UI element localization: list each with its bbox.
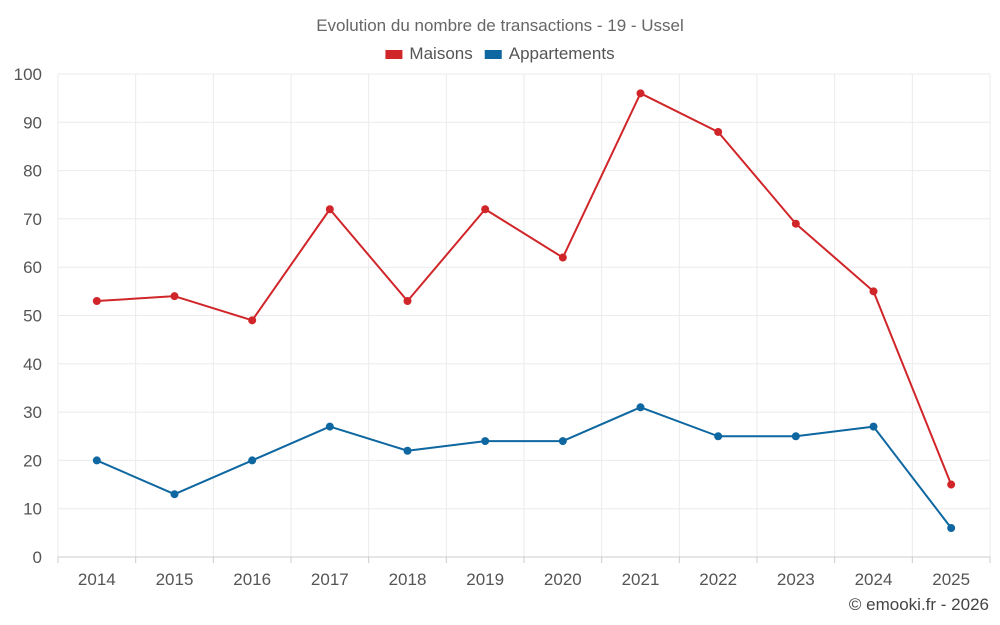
legend-label: Appartements [509, 44, 615, 63]
x-tick-label: 2018 [389, 570, 427, 589]
data-point-maisons-2016 [248, 316, 257, 325]
y-tick-label: 100 [14, 65, 42, 84]
x-tick-label: 2014 [78, 570, 116, 589]
x-tick-label: 2025 [932, 570, 970, 589]
y-tick-label: 30 [23, 403, 42, 422]
x-tick-label: 2016 [233, 570, 271, 589]
data-point-appartements-2025 [947, 524, 956, 533]
data-point-maisons-2018 [403, 297, 412, 306]
x-tick-label: 2023 [777, 570, 815, 589]
y-tick-label: 10 [23, 500, 42, 519]
x-tick-label: 2017 [311, 570, 349, 589]
data-point-appartements-2020 [558, 437, 567, 446]
data-point-appartements-2015 [170, 490, 179, 499]
x-tick-label: 2022 [699, 570, 737, 589]
data-point-maisons-2017 [325, 205, 334, 214]
series-maisons [92, 89, 956, 489]
y-tick-label: 40 [23, 355, 42, 374]
legend-label: Maisons [409, 44, 472, 63]
x-axis: 2014 2015 2016 2017 2018 2019 2020 2021 2022 2023… [57, 556, 991, 589]
series-line-maisons [96, 92, 953, 485]
series-layer [92, 89, 956, 533]
legend-swatch [484, 50, 502, 59]
data-point-appartements-2016 [248, 456, 257, 465]
x-tick-label: 2019 [466, 570, 504, 589]
data-point-maisons-2022 [714, 127, 723, 136]
data-point-appartements-2024 [869, 422, 878, 431]
data-point-maisons-2020 [558, 253, 567, 262]
data-point-maisons-2025 [947, 480, 956, 489]
legend-item-appartements: Appartements [484, 44, 615, 63]
y-tick-label: 20 [23, 451, 42, 470]
data-point-appartements-2017 [325, 422, 334, 431]
data-point-appartements-2019 [481, 437, 490, 446]
y-tick-label: 60 [23, 258, 42, 277]
legend-item-maisons: Maisons [385, 44, 473, 63]
y-tick-label: 50 [23, 307, 42, 326]
data-point-maisons-2015 [170, 292, 179, 301]
chart-title: Evolution du nombre de transactions - 19… [316, 16, 684, 35]
data-point-maisons-2014 [92, 297, 101, 306]
data-point-maisons-2019 [481, 205, 490, 214]
data-point-maisons-2024 [869, 287, 878, 296]
x-tick-label: 2021 [622, 570, 660, 589]
data-point-maisons-2023 [791, 219, 800, 228]
x-tick-label: 2024 [855, 570, 893, 589]
chart-legend: Maisons Appartements [385, 44, 615, 63]
y-tick-label: 70 [23, 210, 42, 229]
data-point-appartements-2018 [403, 446, 412, 455]
legend-swatch [385, 50, 403, 59]
data-point-appartements-2023 [791, 432, 800, 441]
y-tick-label: 0 [33, 548, 42, 567]
data-point-maisons-2021 [636, 89, 645, 98]
series-line-appartements [96, 406, 952, 529]
y-axis: 0 10 20 30 40 50 60 70 80 90 100 [14, 65, 42, 567]
x-tick-label: 2015 [156, 570, 194, 589]
x-tick-label: 2020 [544, 570, 582, 589]
y-tick-label: 90 [23, 113, 42, 132]
data-point-appartements-2014 [92, 456, 101, 465]
y-tick-label: 80 [23, 162, 42, 181]
data-point-appartements-2022 [714, 432, 723, 441]
series-appartements [92, 403, 956, 533]
credit-text: © emooki.fr - 2026 [849, 595, 989, 614]
data-point-appartements-2021 [636, 403, 645, 412]
